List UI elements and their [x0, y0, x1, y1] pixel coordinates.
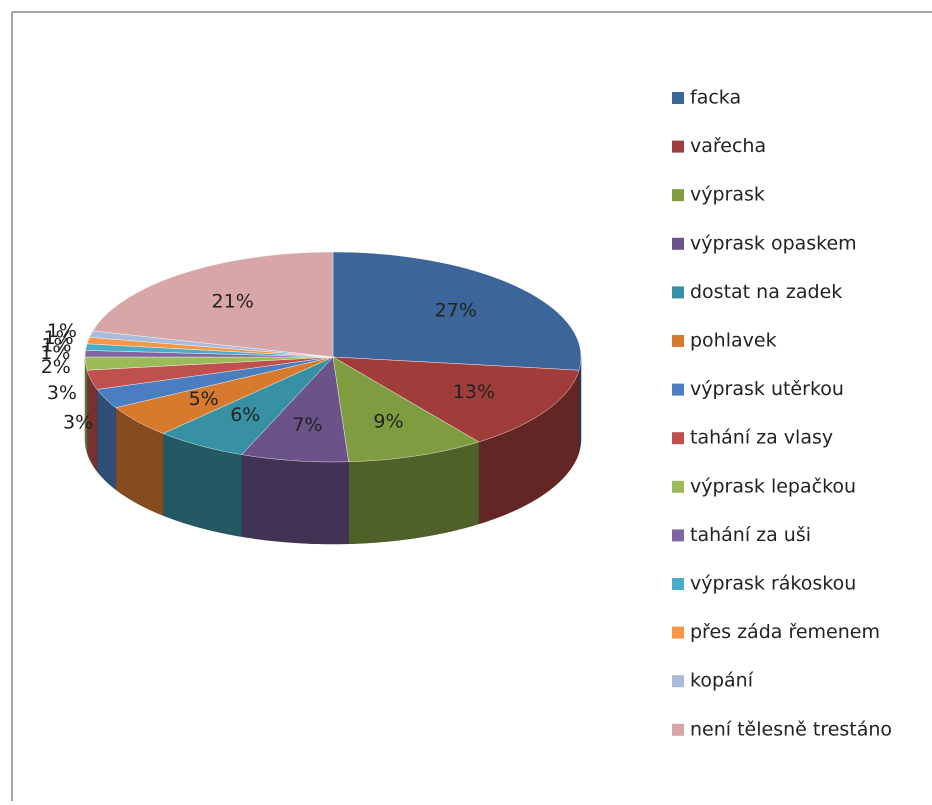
- data-label: 3%: [47, 382, 77, 404]
- legend-label: výprask lepačkou: [690, 475, 856, 497]
- pie-slice: [86, 356, 334, 390]
- legend-swatch: [672, 286, 684, 299]
- legend-label: výprask opaskem: [690, 232, 857, 254]
- data-label: 1%: [44, 327, 74, 349]
- data-label: 7%: [292, 414, 322, 436]
- legend-label: výprask rákoskou: [690, 573, 856, 595]
- pie-slice: [332, 356, 580, 443]
- data-label: 21%: [212, 291, 254, 313]
- pie-slice: [332, 356, 480, 463]
- data-label: 5%: [189, 388, 219, 410]
- legend-swatch: [672, 92, 684, 104]
- legend-swatch: [672, 335, 684, 347]
- pie-slice: [115, 356, 334, 434]
- legend-label: kopání: [690, 670, 754, 692]
- pie-slice: [96, 356, 334, 408]
- legend-swatch: [672, 723, 684, 736]
- pie-slice: [92, 251, 334, 358]
- legend-swatch: [672, 578, 684, 590]
- pie-slice: [332, 251, 582, 371]
- data-label: 6%: [230, 404, 260, 426]
- legend-label: facka: [690, 87, 741, 109]
- pie-side: [578, 357, 582, 453]
- data-label: 27%: [435, 300, 477, 322]
- legend-swatch: [672, 189, 684, 202]
- legend-swatch: [672, 140, 684, 153]
- pie-side: [84, 357, 88, 453]
- legend-label: vařecha: [690, 135, 766, 157]
- legend-swatch: [672, 383, 684, 396]
- data-label: 1%: [41, 334, 71, 356]
- legend-label: dostat na zadek: [690, 281, 842, 303]
- legend-label: tahání za uši: [690, 524, 811, 546]
- legend-swatch: [672, 237, 684, 250]
- data-label: 2%: [41, 356, 71, 378]
- pie-slice: [241, 356, 349, 463]
- legend-swatch: [672, 626, 684, 639]
- legend-swatch: [672, 529, 684, 542]
- legend-swatch: [672, 480, 684, 493]
- data-label: 1%: [40, 342, 70, 364]
- legend-label: tahání za vlasy: [690, 427, 833, 449]
- legend-label: výprask: [690, 184, 765, 206]
- legend-label: výprask utěrkou: [690, 378, 844, 400]
- data-label: 1%: [47, 320, 77, 342]
- legend-swatch: [672, 675, 684, 688]
- data-label: 3%: [63, 412, 93, 434]
- legend-label: přes záda řemenem: [690, 621, 880, 643]
- legend-label: není tělesně trestáno: [690, 718, 892, 740]
- pie-slice: [162, 356, 334, 455]
- pie-side: [241, 454, 349, 545]
- legend-label: pohlavek: [690, 330, 777, 352]
- legend-swatch: [672, 432, 684, 445]
- data-label: 13%: [453, 381, 495, 403]
- data-label: 9%: [373, 411, 403, 433]
